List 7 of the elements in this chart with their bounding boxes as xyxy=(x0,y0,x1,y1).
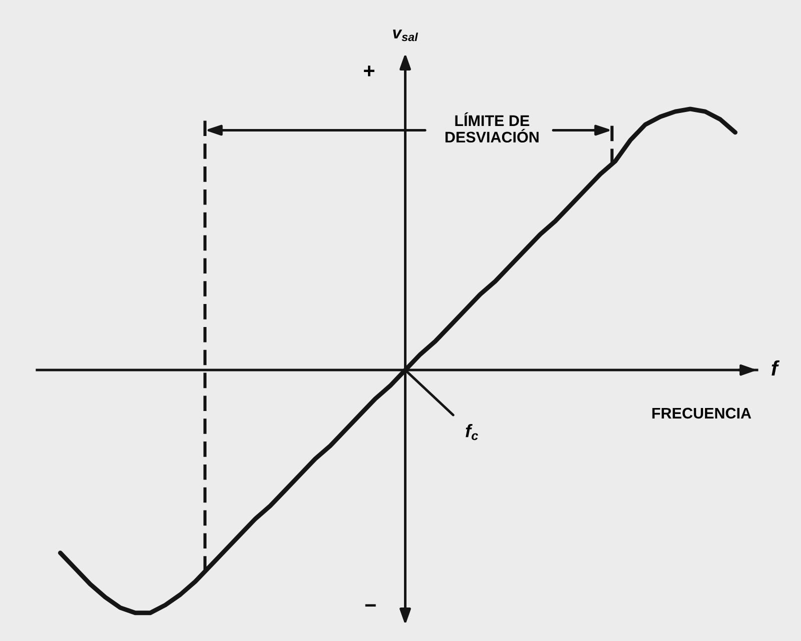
annotation: LÍMITE DE DESVIACIÓN xyxy=(446,112,539,143)
text: + xyxy=(364,66,374,76)
x-axis-title: f xyxy=(772,360,780,376)
annotation: FRECUENCIA xyxy=(652,408,752,419)
y-axis-title: v$_{sal}$ xyxy=(393,30,418,42)
annotation: f$_{c}$ xyxy=(466,424,478,440)
annotation: − xyxy=(365,604,376,607)
